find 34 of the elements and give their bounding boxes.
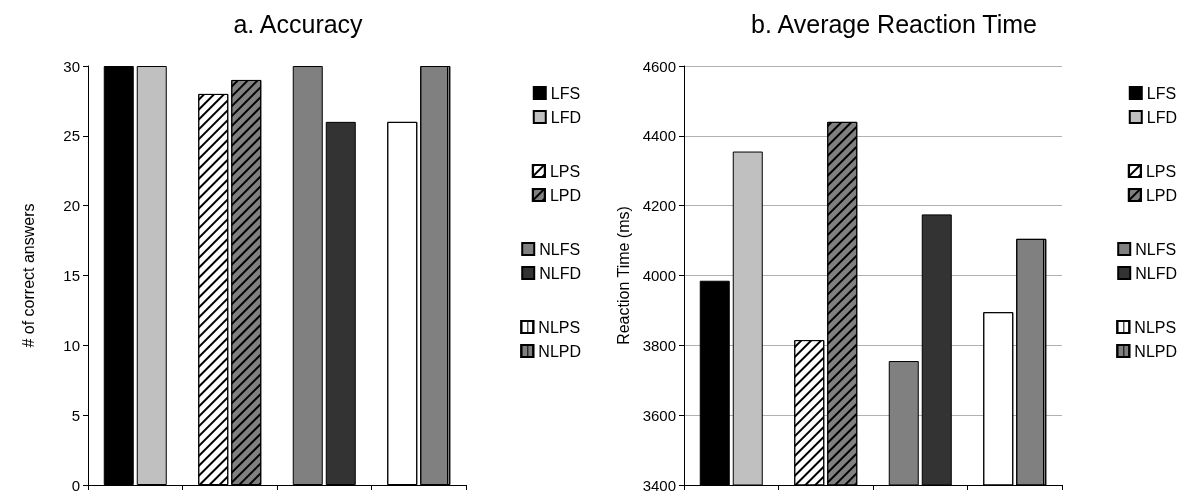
legend-label: NLPS [538,318,581,336]
y-tick-label: 3600 [642,406,676,424]
legend-label: LPS [1145,162,1177,180]
y-tick-label: 3800 [642,336,676,354]
chart-title: b. Average Reaction Time [751,9,1037,38]
legend-label: NLFS [1135,240,1177,258]
legend-label: LFD [1146,108,1178,126]
legend-label: LPS [549,162,581,180]
y-tick-label: 4200 [642,197,676,215]
y-tick-label: 25 [63,127,80,145]
y-tick-label: 15 [63,267,80,284]
legend-label: NLFD [1135,264,1177,282]
y-tick-label: 4400 [642,127,676,145]
y-tick-label: 20 [63,197,80,215]
legend-label: LPD [1145,186,1177,204]
y-axis-title: # of correct answers [19,203,37,348]
y-tick-label: 0 [71,476,80,494]
y-tick-label: 4000 [642,267,676,284]
legend-label: NLPS [1134,318,1177,336]
y-tick-label: 5 [71,406,80,424]
legend-label: LFD [550,108,582,126]
y-tick-label: 4600 [642,57,676,75]
y-tick-label: 10 [63,336,80,354]
legend-label: NLFS [539,240,581,258]
legend-label: NLPD [538,342,582,360]
chart-title: a. Accuracy [233,9,364,38]
y-tick-label: 3400 [642,476,676,494]
legend-label: LPD [549,186,581,204]
legend-label: LFS [1146,84,1177,102]
y-axis-title: Reaction Time (ms) [615,206,633,345]
legend-label: LFS [550,84,581,102]
legend-label: NLFD [539,264,581,282]
y-tick-label: 30 [63,57,80,75]
legend-label: NLPD [1134,342,1178,360]
